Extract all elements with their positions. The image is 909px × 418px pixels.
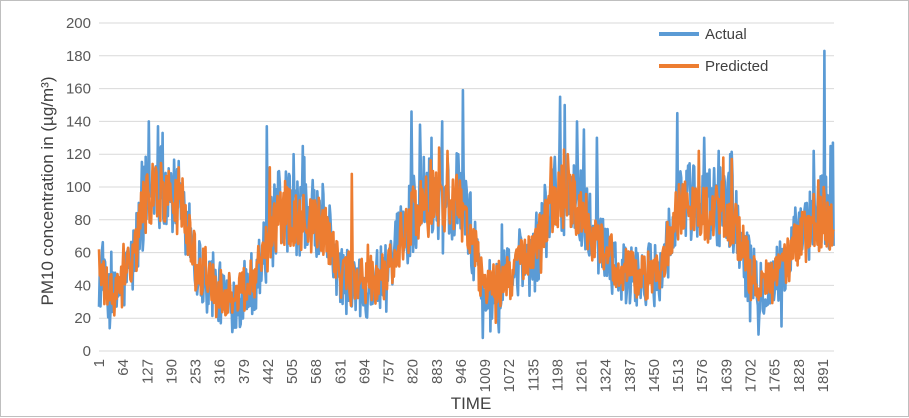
y-tick-label: 100	[66, 179, 91, 196]
x-tick-label: 1324	[598, 359, 615, 392]
x-tick-label: 946	[453, 359, 470, 384]
x-tick-label: 1387	[622, 359, 639, 392]
x-tick-labels: 1 64 127 190 253 316 379 442 505 568 631 694 757 820 8…	[91, 359, 832, 392]
x-tick-label: 631	[332, 359, 349, 384]
y-tick-label: 180	[66, 48, 91, 65]
x-tick-label: 253	[188, 359, 205, 384]
x-tick-label: 1576	[694, 359, 711, 392]
y-tick-label: 120	[66, 146, 91, 163]
x-tick-label: 568	[308, 359, 325, 384]
x-tick-label: 1009	[477, 359, 494, 392]
x-tick-label: 1891	[815, 359, 832, 392]
x-tick-label: 1639	[718, 359, 735, 392]
x-tick-label: 127	[139, 359, 156, 384]
x-tick-label: 1261	[574, 359, 591, 392]
y-tick-label: 80	[74, 212, 91, 229]
x-tick-label: 379	[236, 359, 253, 384]
x-tick-label: 883	[429, 359, 446, 384]
x-tick-label: 1198	[549, 359, 566, 391]
x-tick-label: 505	[284, 359, 301, 384]
x-tick-label: 694	[356, 359, 373, 384]
series-line-predicted	[97, 146, 835, 324]
legend: Actual Predicted	[659, 26, 768, 75]
x-axis-title: TIME	[451, 394, 492, 413]
x-tick-label: 1	[91, 359, 108, 367]
x-tick-label: 64	[115, 359, 132, 376]
y-tick-labels: 0 20 40 60 80 100 120 140 160 180 200	[66, 15, 91, 360]
x-tick-label: 316	[212, 359, 229, 384]
y-tick-label: 140	[66, 113, 91, 130]
x-tick-label: 757	[381, 359, 398, 384]
y-axis-title: PM10 concentration in (µg/m³)	[38, 77, 57, 306]
y-tick-label: 60	[74, 245, 91, 262]
x-tick-label: 190	[163, 359, 180, 384]
x-tick-label: 1828	[791, 359, 808, 392]
x-tick-label: 1765	[767, 359, 784, 392]
y-tick-label: 160	[66, 81, 91, 98]
x-tick-label: 442	[260, 359, 277, 384]
series-lines	[97, 49, 835, 340]
x-tick-label: 1513	[670, 359, 687, 392]
x-tick-label: 1702	[743, 359, 760, 392]
y-tick-label: 200	[66, 15, 91, 32]
x-tick-label: 820	[405, 359, 422, 384]
legend-label-predicted: Predicted	[705, 58, 768, 75]
y-tick-label: 40	[74, 277, 91, 294]
y-tick-label: 20	[74, 310, 91, 327]
x-tick-label: 1135	[525, 359, 542, 391]
legend-label-actual: Actual	[705, 26, 747, 43]
x-tick-label: 1450	[646, 359, 663, 392]
x-tick-label: 1072	[501, 359, 518, 392]
y-tick-label: 0	[83, 343, 91, 360]
